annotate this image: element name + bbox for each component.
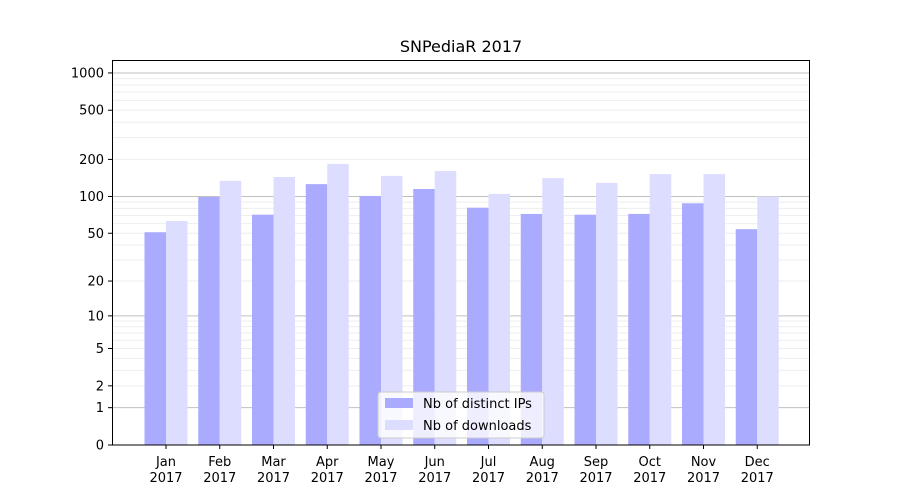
bar-downloads	[166, 221, 188, 445]
legend-label-downloads: Nb of downloads	[423, 419, 532, 434]
bar-downloads	[327, 163, 349, 445]
x-tick-label: Sep 2017	[579, 455, 612, 486]
y-tick-label: 10	[87, 309, 104, 324]
x-tick-label: Aug 2017	[526, 455, 559, 486]
bar-ips	[305, 184, 328, 445]
y-tick-label: 100	[79, 190, 104, 205]
y-tick-label: 20	[87, 275, 104, 290]
y-axis: 0 1 2 5 10 20 50 100 200 500 1000	[71, 66, 112, 454]
x-tick-label: Jul 2017	[472, 455, 505, 486]
y-tick-label: 5	[96, 342, 104, 357]
legend-label-ips: Nb of distinct IPs	[423, 397, 532, 412]
bar-ips	[574, 214, 596, 445]
x-tick-label: Dec 2017	[741, 455, 774, 486]
bar-downloads	[381, 175, 403, 445]
legend-swatch-downloads	[385, 420, 413, 430]
bar-ips	[144, 232, 166, 445]
y-tick-label: 500	[79, 104, 104, 119]
y-tick-label: 200	[79, 153, 104, 168]
bar-ips	[413, 189, 435, 445]
bar-downloads	[488, 193, 510, 445]
bar-downloads	[434, 171, 457, 445]
bar-ips	[252, 214, 274, 445]
chart-title: SNPediaR 2017	[400, 37, 522, 56]
y-tick-label: 0	[96, 439, 104, 454]
plot-frame	[112, 60, 810, 446]
x-tick-label: Oct 2017	[633, 455, 666, 486]
bar-ips	[735, 229, 758, 445]
y-tick-label: 1000	[71, 66, 104, 81]
x-tick-label: Jan 2017	[149, 455, 182, 486]
bar-ips	[520, 213, 543, 445]
x-tick-label: May 2017	[364, 455, 397, 486]
bar-downloads	[542, 178, 564, 445]
bar-downloads	[649, 174, 672, 445]
y-tick-label: 2	[96, 379, 104, 394]
x-axis: Jan 2017 Feb 2017 Mar 2017 Apr 2017 May 2017 Jun 20…	[149, 445, 774, 486]
legend-swatch-ips	[385, 398, 413, 408]
y-tick-label: 50	[87, 227, 104, 242]
bar-downloads	[596, 182, 618, 445]
bar-downloads	[757, 196, 779, 445]
bar-ips	[628, 213, 650, 445]
x-tick-label: Nov 2017	[687, 455, 720, 486]
bar-ips	[359, 195, 381, 445]
x-tick-label: Mar 2017	[257, 455, 290, 486]
x-tick-label: Apr 2017	[311, 455, 344, 486]
bars	[144, 163, 779, 446]
bar-ips	[467, 207, 489, 445]
bar-downloads	[219, 180, 242, 445]
bar-downloads	[273, 176, 295, 446]
legend: Nb of distinct IPs Nb of downloads	[377, 391, 545, 439]
bar-ips	[198, 197, 220, 445]
bar-downloads	[703, 174, 725, 445]
x-tick-label: Jun 2017	[418, 455, 451, 486]
bar-ips	[682, 203, 704, 445]
legend-box	[377, 391, 545, 439]
y-tick-label: 1	[96, 401, 104, 416]
x-tick-label: Feb 2017	[203, 455, 236, 486]
